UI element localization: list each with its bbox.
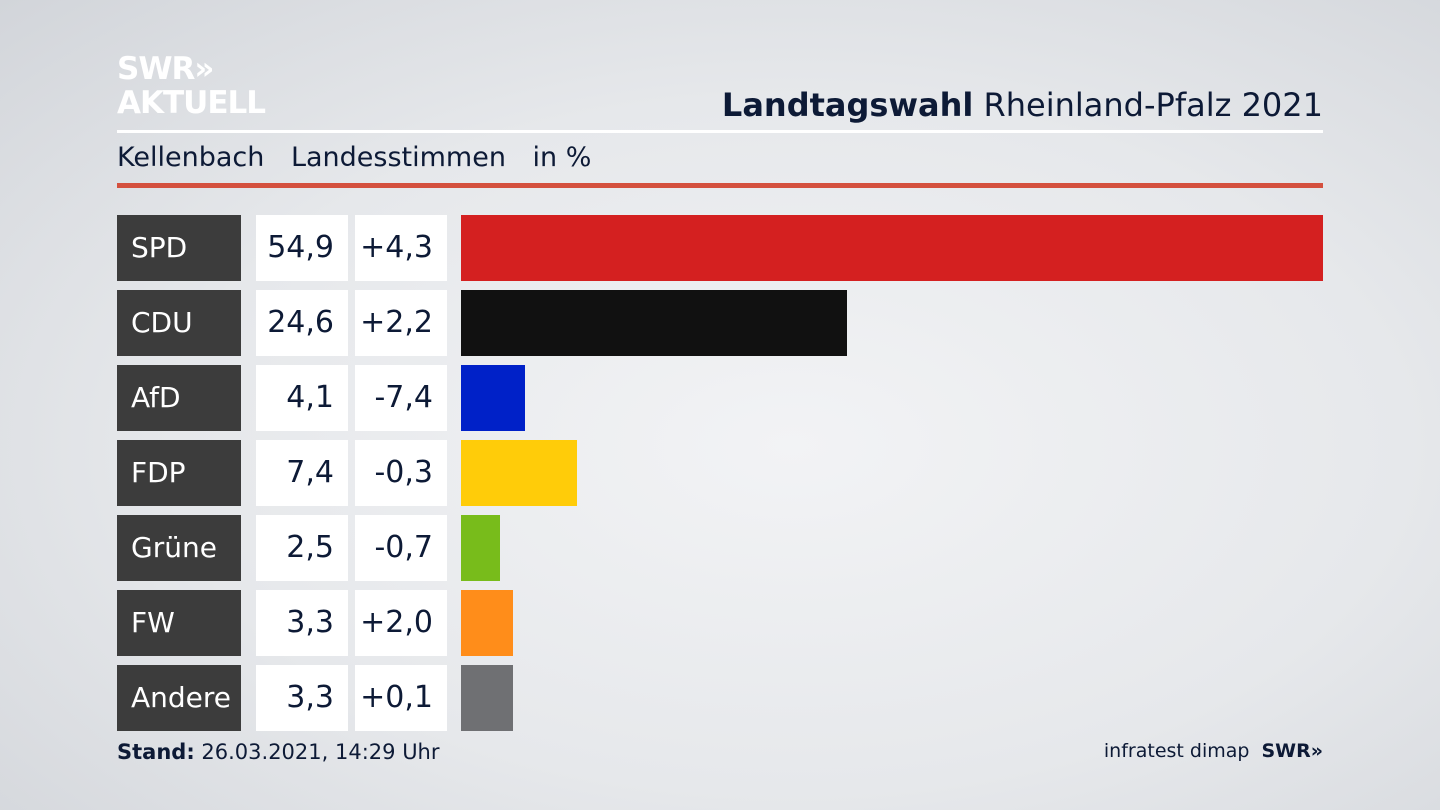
bar	[461, 515, 500, 581]
subtitle-place: Kellenbach	[117, 142, 265, 173]
vote-share-label: 3,3	[256, 590, 348, 656]
vote-share-label: 24,6	[256, 290, 348, 356]
bar-row: FW 3,3 +2,0	[117, 590, 1323, 656]
chart-title-bold: Landtagswahl	[721, 86, 974, 124]
party-label: FDP	[117, 440, 241, 506]
change-label: -0,3	[355, 440, 447, 506]
stand-label: Stand:	[117, 740, 195, 764]
vote-share-label: 4,1	[256, 365, 348, 431]
bar	[461, 440, 577, 506]
change-label: +4,3	[355, 215, 447, 281]
change-label: +0,1	[355, 665, 447, 731]
bar-row: Grüne 2,5 -0,7	[117, 515, 1323, 581]
source-credit: infratest dimap SWR»	[1104, 740, 1323, 762]
bar-row: AfD 4,1 -7,4	[117, 365, 1323, 431]
bar-row: SPD 54,9 +4,3	[117, 215, 1323, 281]
party-label: Andere	[117, 665, 241, 731]
subtitle-divider	[117, 183, 1323, 188]
chart-subtitle: Kellenbach Landesstimmen in %	[117, 142, 609, 173]
bar	[461, 290, 847, 356]
title-divider	[117, 130, 1323, 133]
party-label: AfD	[117, 365, 241, 431]
timestamp: Stand: 26.03.2021, 14:29 Uhr	[117, 740, 440, 764]
swr-aktuell-logo: SWR» AKTUELL	[117, 51, 266, 121]
party-label: Grüne	[117, 515, 241, 581]
chart-title-rest: Rheinland-Pfalz 2021	[983, 86, 1323, 124]
vote-share-label: 7,4	[256, 440, 348, 506]
bar-row: Andere 3,3 +0,1	[117, 665, 1323, 731]
bar	[461, 665, 513, 731]
change-label: -7,4	[355, 365, 447, 431]
source-label: infratest dimap	[1103, 740, 1250, 762]
logo-line1: SWR»	[117, 51, 214, 87]
bar-row: CDU 24,6 +2,2	[117, 290, 1323, 356]
bar	[461, 215, 1323, 281]
bar	[461, 590, 513, 656]
party-label: CDU	[117, 290, 241, 356]
change-label: +2,0	[355, 590, 447, 656]
subtitle-vote-type: Landesstimmen	[290, 142, 506, 173]
subtitle-unit: in %	[532, 142, 592, 173]
vote-share-label: 54,9	[256, 215, 348, 281]
bar	[461, 365, 525, 431]
change-label: +2,2	[355, 290, 447, 356]
change-label: -0,7	[355, 515, 447, 581]
vote-share-label: 2,5	[256, 515, 348, 581]
swr-brand-logo: SWR»	[1261, 740, 1323, 762]
stand-value: 26.03.2021, 14:29 Uhr	[201, 740, 440, 764]
logo-line2: AKTUELL	[117, 85, 266, 121]
vote-share-label: 3,3	[256, 665, 348, 731]
bar-row: FDP 7,4 -0,3	[117, 440, 1323, 506]
chart-title: Landtagswahl Rheinland-Pfalz 2021	[722, 86, 1323, 124]
party-label: SPD	[117, 215, 241, 281]
party-label: FW	[117, 590, 241, 656]
